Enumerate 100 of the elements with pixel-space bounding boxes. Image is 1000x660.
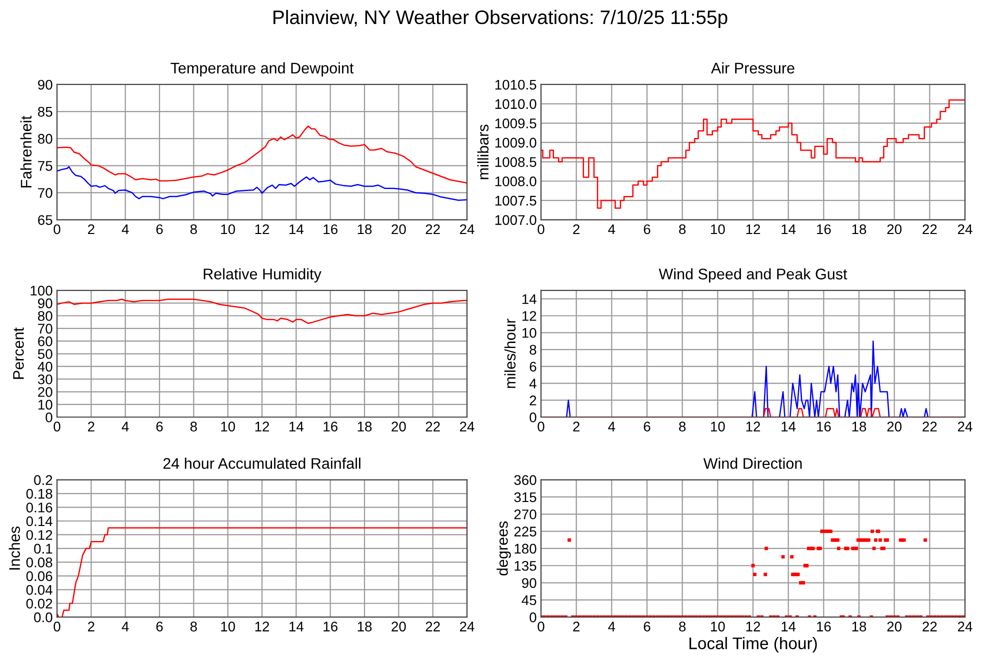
y-axis-title: Inches	[8, 526, 20, 570]
y-tick-label: 60	[38, 336, 52, 346]
x-tick-label: 24	[460, 224, 474, 234]
y-tick-label: 90	[522, 578, 536, 588]
y-tick-label: 10	[522, 328, 536, 338]
y-tick-label: 1010.5	[495, 80, 536, 90]
y-tick-label: 4	[529, 378, 536, 388]
x-tick-label: 24	[460, 422, 474, 432]
y-axis-title: millibars	[477, 124, 489, 180]
x-tick-label: 8	[679, 622, 686, 632]
y-tick-label: 1008.5	[495, 157, 536, 167]
x-tick-label: 14	[290, 224, 304, 234]
x-tick-label: 22	[426, 224, 440, 234]
x-tick-label: 20	[887, 224, 902, 234]
y-axis-title: Fahrenheit	[20, 116, 32, 188]
x-tick-label: 4	[608, 622, 616, 632]
x-tick-label: 24	[958, 622, 972, 632]
x-tick-label: 18	[852, 224, 866, 234]
x-tick-label: 2	[88, 622, 94, 632]
y-tick-label: 0	[46, 412, 52, 422]
x-tick-label: 6	[644, 224, 650, 234]
x-tick-label: 22	[922, 422, 937, 432]
x-tick-label: 4	[608, 422, 616, 432]
x-tick-label: 10	[711, 622, 725, 632]
x-tick-label: 20	[887, 622, 902, 632]
x-tick-label: 20	[392, 224, 406, 234]
chart-title: Wind Direction	[703, 458, 802, 469]
x-tick-label: 14	[782, 224, 796, 234]
x-tick-label: 12	[255, 224, 270, 234]
x-tick-label: 0	[54, 224, 60, 234]
y-tick-label: 1007.0	[495, 215, 536, 225]
x-tick-label: 2	[88, 422, 94, 432]
y-tick-label: 0.04	[26, 584, 52, 595]
y-tick-label: 75	[38, 161, 52, 171]
chart-title: 24 hour Accumulated Rainfall	[163, 458, 360, 469]
x-tick-label: 22	[426, 422, 440, 432]
x-tick-label: 8	[679, 422, 686, 432]
y-tick-label: 1010.0	[495, 99, 536, 109]
y-tick-label: 8	[530, 344, 536, 355]
x-tick-label: 12	[746, 622, 760, 632]
x-tick-label: 14	[290, 422, 304, 432]
x-tick-label: 4	[122, 422, 129, 432]
x-tick-label: 0	[54, 622, 60, 632]
x-tick-label: 10	[711, 422, 725, 432]
text: Plainview, NY Weather Observations: 7/10/25 11:55p	[274, 10, 728, 28]
x-tick-label: 0	[54, 422, 60, 432]
x-tick-label: 22	[922, 622, 937, 632]
x-tick-label: 10	[221, 224, 236, 234]
x-tick-label: 4	[608, 224, 616, 234]
y-tick-label: 45	[522, 595, 536, 606]
chart-title: Relative Humidity	[204, 268, 322, 282]
y-tick-label: 2	[530, 396, 536, 406]
x-tick-label: 8	[190, 422, 197, 432]
y-tick-label: 70	[38, 324, 52, 334]
x-tick-label: 18	[852, 422, 866, 432]
x-tick-label: 2	[88, 224, 94, 234]
y-tick-label: 6	[530, 362, 536, 372]
y-tick-label: 0.02	[26, 598, 52, 609]
x-tick-label: 18	[358, 224, 372, 234]
x-tick-label: 6	[644, 622, 650, 632]
x-tick-label: 6	[156, 224, 163, 234]
y-tick-label: 270	[514, 509, 536, 520]
y-tick-label: 1007.5	[495, 196, 536, 206]
x-tick-label: 18	[358, 422, 372, 432]
y-axis-title: miles/hour	[504, 318, 516, 388]
x-tick-label: 16	[817, 224, 831, 234]
y-tick-label: 1009.5	[495, 118, 536, 128]
y-tick-label: 315	[514, 492, 536, 502]
y-tick-label: 40	[38, 362, 52, 372]
chart-title: Wind Speed and Peak Gust	[658, 268, 848, 282]
y-tick-label: 10	[38, 400, 52, 410]
x-tick-label: 0	[538, 224, 544, 234]
x-tick-label: 14	[782, 422, 796, 432]
y-tick-label: 0.1	[34, 544, 52, 554]
x-tick-label: 16	[324, 622, 338, 632]
chart-title: Temperature and Dewpoint	[170, 62, 354, 77]
x-tick-label: 22	[922, 224, 937, 234]
y-tick-label: 0.0	[34, 612, 52, 622]
y-tick-label: 0.16	[26, 502, 52, 512]
x-tick-label: 18	[358, 622, 372, 632]
y-tick-label: 50	[38, 349, 52, 359]
x-tick-label: 20	[887, 422, 902, 432]
x-tick-label: 12	[746, 224, 760, 234]
x-tick-label: 24	[460, 622, 474, 632]
y-tick-label: 80	[38, 134, 52, 144]
y-tick-label: 0.12	[26, 530, 52, 540]
y-tick-label: 0.08	[26, 558, 52, 568]
x-tick-label: 4	[122, 622, 129, 632]
x-tick-label: 8	[190, 622, 197, 632]
y-tick-label: 360	[514, 475, 536, 485]
x-tick-label: 16	[817, 622, 831, 632]
x-tick-label: 10	[711, 224, 725, 234]
y-tick-label: 0	[530, 612, 536, 622]
y-tick-label: 180	[514, 544, 536, 554]
x-tick-label: 8	[679, 224, 686, 234]
y-axis-title: degrees	[496, 521, 511, 576]
y-tick-label: 0.2	[34, 475, 52, 485]
x-tick-label: 22	[426, 622, 440, 632]
x-tick-label: 16	[324, 224, 338, 234]
y-tick-label: 225	[514, 526, 536, 536]
